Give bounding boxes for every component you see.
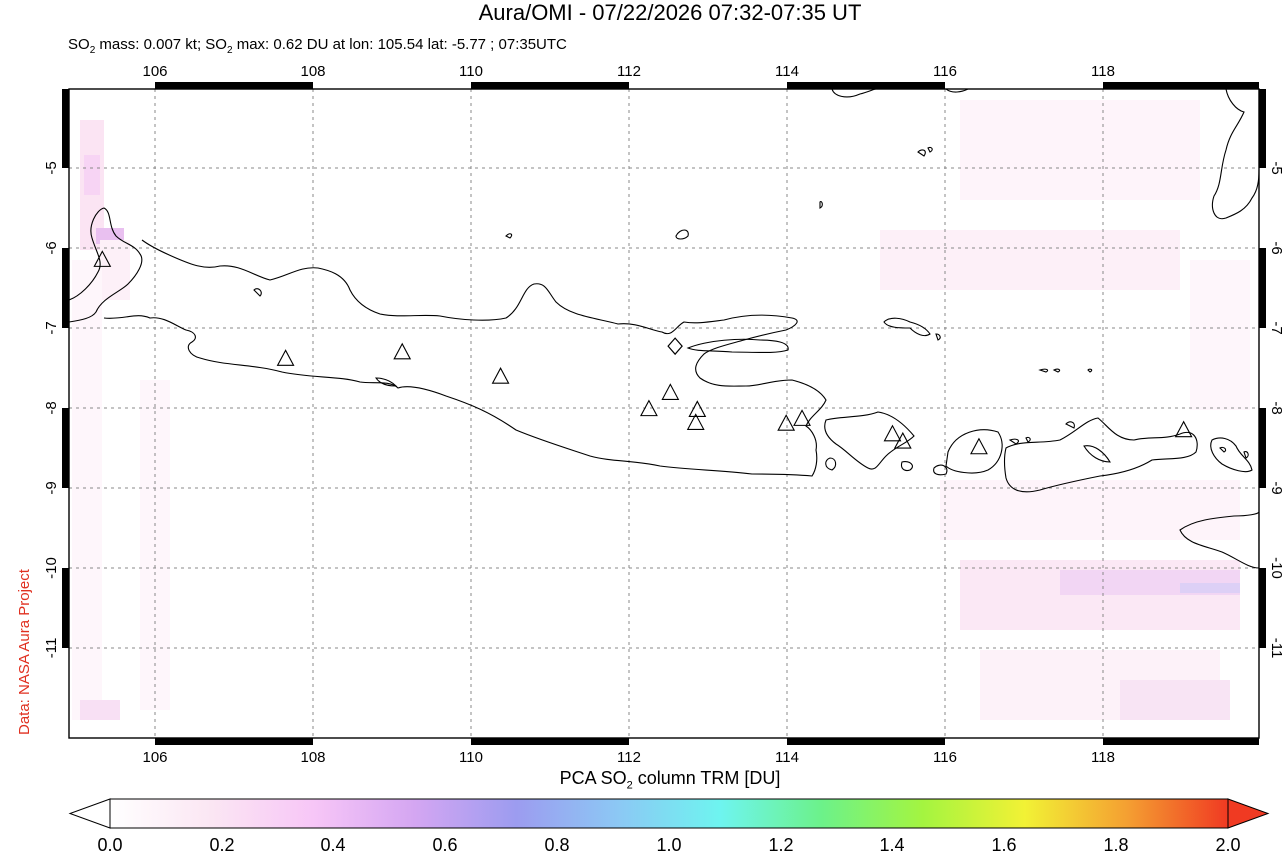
colorbar-label: PCA SO2 column TRM [DU]	[0, 768, 1288, 792]
volcano-triangle-icon	[884, 426, 900, 441]
colorbar-tick: 0.4	[320, 835, 345, 856]
lon-tick-label: 112	[617, 749, 641, 766]
colorbar-tick: 0.8	[544, 835, 569, 856]
lat-tick-label: -9	[1268, 481, 1285, 494]
lat-tick-label: -6	[43, 241, 60, 254]
lon-tick-label: 108	[300, 749, 325, 766]
lat-tick-label: -9	[43, 481, 60, 494]
lon-tick-label: 108	[300, 63, 325, 80]
lon-tick-label: 116	[933, 749, 957, 766]
colorbar-tick: 2.0	[1215, 835, 1240, 856]
lat-tick-label: -10	[43, 557, 60, 579]
lon-tick-label: 112	[617, 63, 641, 80]
lat-tick-label: -7	[1268, 321, 1285, 334]
so2-max-diamond-icon	[668, 338, 682, 354]
lon-labels-top: 106 108 110 112 114 116 118	[142, 63, 1114, 80]
colorbar-gradient	[110, 799, 1228, 828]
volcano-triangle-icon	[971, 439, 987, 454]
lon-tick-label: 114	[775, 749, 799, 766]
lat-tick-label: -10	[1268, 557, 1285, 579]
lon-tick-label: 116	[933, 63, 957, 80]
colorbar	[70, 799, 1268, 828]
volcano-triangle-icon	[662, 384, 678, 399]
lon-tick-label: 118	[1091, 63, 1115, 80]
lat-tick-label: -8	[43, 401, 60, 414]
colorbar-tick: 1.8	[1103, 835, 1128, 856]
lon-tick-label: 106	[142, 749, 167, 766]
lat-tick-label: -6	[1268, 241, 1285, 254]
lon-tick-label: 118	[1091, 749, 1115, 766]
volcano-triangle-icon	[689, 401, 705, 416]
lat-tick-label: -11	[43, 638, 60, 659]
lat-labels-left: -5 -6 -7 -8 -9 -10 -11	[43, 161, 60, 658]
colorbar-tick: 1.4	[879, 835, 904, 856]
colorbar-tick: 0.6	[432, 835, 457, 856]
colorbar-min-arrow	[70, 799, 110, 828]
volcano-triangle-icon	[778, 415, 794, 430]
lat-labels-right: -5 -6 -7 -8 -9 -10 -11	[1268, 161, 1285, 658]
colorbar-tick: 0.2	[209, 835, 234, 856]
volcano-triangle-icon	[394, 344, 410, 359]
lat-tick-label: -5	[43, 161, 60, 174]
so2-max-marker-layer	[668, 338, 682, 354]
lon-tick-label: 110	[459, 749, 483, 766]
lon-tick-label: 110	[459, 63, 483, 80]
colorbar-tick: 1.2	[768, 835, 793, 856]
volcano-triangle-icon	[493, 368, 509, 383]
lat-tick-label: -11	[1268, 638, 1285, 659]
colorbar-tick-labels: 0.0 0.2 0.4 0.6 0.8 1.0 1.2 1.4 1.6 1.8 …	[0, 835, 1288, 855]
colorbar-tick: 0.0	[97, 835, 122, 856]
lon-tick-label: 106	[142, 63, 167, 80]
lon-labels-bottom: 106 108 110 112 114 116 118	[142, 749, 1114, 766]
volcano-triangle-icon	[278, 350, 294, 365]
lat-tick-label: -7	[43, 321, 60, 334]
lat-tick-label: -5	[1268, 161, 1285, 174]
colorbar-max-arrow	[1228, 799, 1268, 828]
colorbar-tick: 1.6	[991, 835, 1016, 856]
so2-pixel-layer	[72, 100, 1250, 720]
colorbar-tick: 1.0	[656, 835, 681, 856]
lat-tick-label: -8	[1268, 401, 1285, 414]
lon-tick-label: 114	[775, 63, 799, 80]
